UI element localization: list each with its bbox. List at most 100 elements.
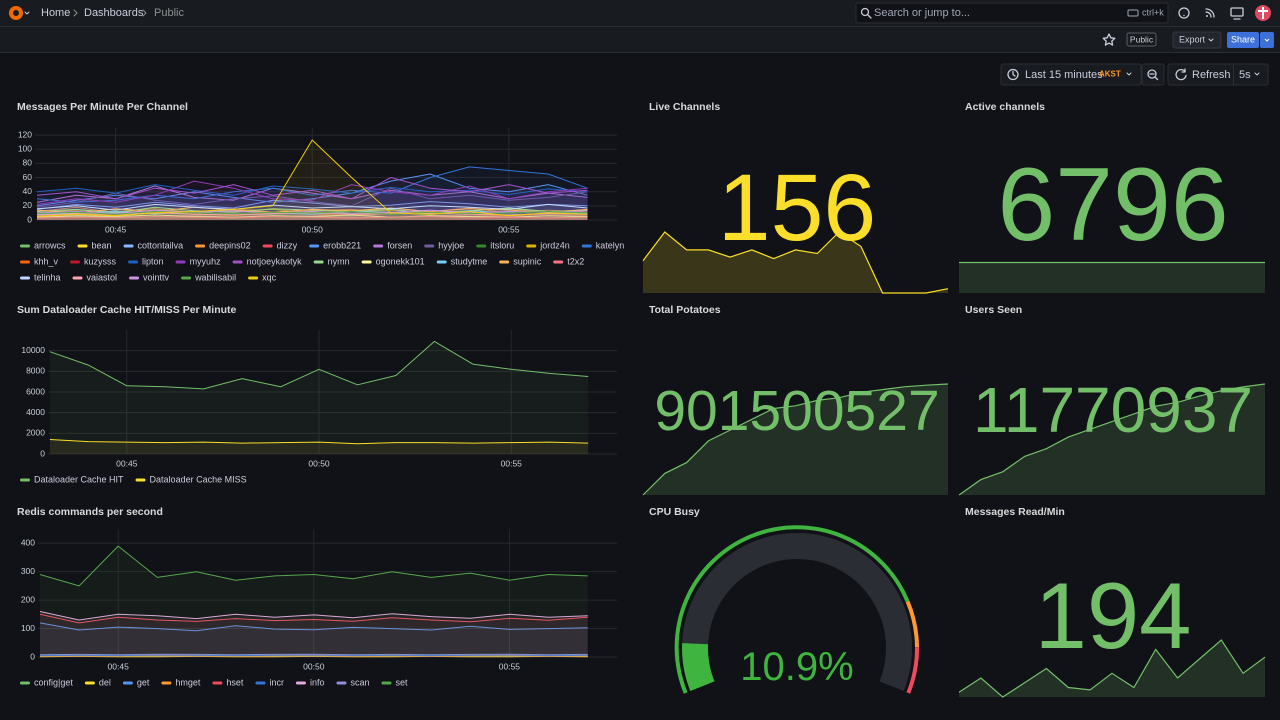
y-tick-label: 400 <box>21 537 35 547</box>
gauge-threshold <box>674 525 910 694</box>
legend-label: xqc <box>262 272 277 282</box>
series-line <box>39 653 588 656</box>
stat-value: 11770937 <box>973 374 1253 446</box>
panel-title: Users Seen <box>965 304 1022 316</box>
star-button[interactable] <box>1102 33 1116 46</box>
time-range[interactable]: Last 15 minutes <box>1025 69 1103 81</box>
legend-label: config|get <box>34 677 73 687</box>
sparkline-line <box>958 639 1266 698</box>
series-line <box>39 655 588 657</box>
series-line <box>49 439 589 445</box>
legend-label: arrowcs <box>34 240 66 250</box>
legend-label: hyyjoe <box>438 240 464 250</box>
shortcut: ctrl+k <box>1142 7 1164 17</box>
y-tick-label: 8000 <box>26 366 45 376</box>
legend-label: wabilisabil <box>194 272 236 282</box>
stat-value: 156 <box>718 155 877 261</box>
x-tick-label: 00:45 <box>105 224 127 234</box>
y-tick-label: 6000 <box>26 386 45 396</box>
y-tick-label: 100 <box>21 623 35 633</box>
legend-swatch <box>84 681 95 685</box>
legend-label: del <box>99 677 111 687</box>
refresh-button[interactable] <box>1167 63 1269 86</box>
series-area <box>37 211 588 220</box>
time-picker[interactable] <box>1000 63 1142 86</box>
export-label[interactable]: Export <box>1179 34 1206 44</box>
legend-label: hset <box>226 677 244 687</box>
zoom-out-button[interactable] <box>1141 63 1165 86</box>
legend-swatch <box>122 681 133 685</box>
grafana-logo[interactable] <box>9 6 30 20</box>
legend-label: Dataloader Cache MISS <box>150 474 247 484</box>
public-badge <box>1126 32 1157 47</box>
legend-label: katelyn <box>596 240 625 250</box>
legend-label: kuzysss <box>84 256 117 266</box>
legend-swatch <box>72 276 83 280</box>
breadcrumb[interactable]: Home <box>41 7 70 19</box>
series-area <box>37 217 588 220</box>
legend-label: ogonekk101 <box>376 256 425 266</box>
y-tick-label: 2000 <box>26 428 45 438</box>
search-box[interactable]: Search or jump to... ctrl+k <box>855 2 1169 24</box>
legend-label: supinic <box>513 256 542 266</box>
series-line <box>39 545 588 587</box>
series-area <box>37 174 588 220</box>
legend-label: info <box>310 677 325 687</box>
timezone: AKST <box>1099 70 1121 79</box>
legend-label: lipton <box>142 256 164 266</box>
legend-swatch <box>70 260 81 264</box>
legend-swatch <box>135 478 146 482</box>
stat-value: 194 <box>1035 563 1192 668</box>
legend-label: hmget <box>175 677 201 687</box>
help-icon[interactable] <box>1178 7 1190 19</box>
panel-title: Messages Per Minute Per Channel <box>17 101 188 113</box>
legend-swatch <box>424 244 435 248</box>
sparkline-line <box>642 231 949 294</box>
legend-swatch <box>499 260 510 264</box>
series-area <box>49 341 589 454</box>
legend-label: khh_v <box>34 256 59 266</box>
y-tick-label: 0 <box>27 214 32 224</box>
search-placeholder[interactable]: Search or jump to... <box>874 7 970 19</box>
y-tick-label: 4000 <box>26 407 45 417</box>
legend-swatch <box>77 244 88 248</box>
panel-title: CPU Busy <box>649 506 700 518</box>
x-tick-label: 00:50 <box>303 661 325 671</box>
avatar[interactable] <box>1255 5 1271 21</box>
legend-label: erobb221 <box>323 240 361 250</box>
legend-swatch <box>361 260 372 264</box>
export-button[interactable] <box>1172 31 1222 49</box>
legend-swatch <box>161 681 172 685</box>
refresh-interval[interactable]: 5s <box>1239 69 1251 81</box>
share-button[interactable] <box>1227 32 1259 48</box>
legend-swatch <box>195 244 206 248</box>
sparkline-area <box>959 262 1265 293</box>
legend-swatch <box>20 276 30 280</box>
legend-swatch <box>553 260 564 264</box>
legend-label: vaiastol <box>87 272 118 282</box>
y-tick-label: 200 <box>21 594 35 604</box>
panel-title: Live Channels <box>649 101 720 113</box>
legend-label: incr <box>269 677 284 687</box>
panel-title: Total Potatoes <box>649 304 721 316</box>
series-line <box>36 180 588 205</box>
y-tick-label: 300 <box>21 566 35 576</box>
breadcrumb[interactable]: Dashboards <box>84 7 144 19</box>
y-tick-label: 0 <box>40 448 45 458</box>
series-area <box>37 212 588 220</box>
y-tick-label: 60 <box>23 172 33 182</box>
legend-swatch <box>20 478 30 482</box>
series-line <box>36 184 588 196</box>
legend-swatch <box>129 276 140 280</box>
kiosk-icon[interactable] <box>1230 7 1244 20</box>
share-label[interactable]: Share <box>1231 34 1255 44</box>
legend-label: forsen <box>387 240 412 250</box>
share-dropdown[interactable] <box>1260 32 1274 48</box>
legend-label: notjoeykaotyk <box>247 256 303 266</box>
news-icon[interactable] <box>1205 8 1215 18</box>
gauge-track <box>682 533 912 692</box>
refresh-label[interactable]: Refresh <box>1192 69 1231 81</box>
series-line <box>36 217 588 220</box>
legend-label: jordz4n <box>539 240 570 250</box>
legend-swatch <box>309 244 320 248</box>
